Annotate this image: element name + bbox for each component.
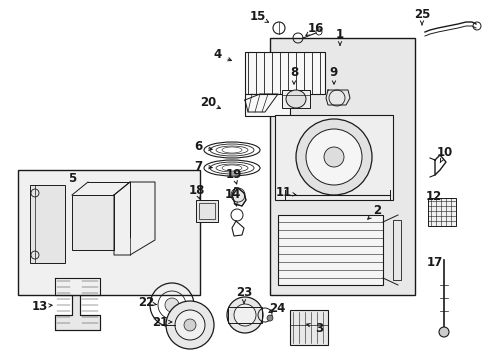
Polygon shape — [325, 90, 349, 105]
Bar — [227, 307, 262, 323]
Ellipse shape — [226, 297, 263, 333]
Text: 2: 2 — [372, 203, 380, 216]
Bar — [72, 195, 114, 250]
Ellipse shape — [234, 304, 256, 326]
Polygon shape — [55, 278, 100, 330]
Text: 17: 17 — [426, 256, 442, 270]
Text: 20: 20 — [200, 96, 216, 109]
Ellipse shape — [164, 298, 179, 312]
Ellipse shape — [324, 147, 343, 167]
Bar — [392, 220, 400, 280]
Text: 18: 18 — [188, 184, 205, 197]
Text: 25: 25 — [413, 8, 429, 21]
Bar — [269, 38, 414, 295]
Text: 4: 4 — [213, 49, 222, 62]
Text: 8: 8 — [289, 66, 298, 78]
Text: 10: 10 — [436, 147, 452, 159]
Bar — [274, 115, 392, 200]
Ellipse shape — [175, 310, 204, 340]
Text: 15: 15 — [249, 10, 265, 23]
Ellipse shape — [183, 319, 196, 331]
Bar — [278, 215, 382, 285]
Bar — [244, 52, 325, 94]
Bar — [244, 94, 289, 116]
Text: 22: 22 — [138, 297, 154, 310]
Bar — [18, 170, 200, 295]
Polygon shape — [114, 182, 155, 255]
Text: 12: 12 — [425, 190, 441, 203]
Ellipse shape — [285, 90, 305, 108]
Ellipse shape — [295, 119, 371, 195]
Polygon shape — [231, 188, 245, 206]
Text: 19: 19 — [225, 168, 242, 181]
Polygon shape — [244, 94, 278, 112]
Text: 13: 13 — [32, 300, 48, 312]
Text: 14: 14 — [224, 189, 241, 202]
Ellipse shape — [305, 129, 361, 185]
Text: 3: 3 — [314, 321, 323, 334]
Bar — [199, 203, 215, 219]
Bar — [196, 200, 218, 222]
Bar — [282, 90, 309, 108]
Text: 11: 11 — [275, 186, 291, 199]
Ellipse shape — [266, 315, 272, 321]
Text: 5: 5 — [68, 171, 76, 184]
Text: 21: 21 — [152, 315, 168, 328]
Text: 1: 1 — [335, 27, 344, 40]
Text: 23: 23 — [235, 285, 252, 298]
Bar — [30, 185, 65, 263]
Text: 6: 6 — [193, 140, 202, 153]
Text: 7: 7 — [194, 159, 202, 172]
Ellipse shape — [438, 327, 448, 337]
Bar — [289, 310, 327, 345]
Ellipse shape — [165, 301, 214, 349]
Text: 24: 24 — [268, 302, 285, 315]
Bar — [427, 198, 455, 226]
Text: 9: 9 — [329, 66, 337, 78]
Text: 16: 16 — [307, 22, 324, 36]
